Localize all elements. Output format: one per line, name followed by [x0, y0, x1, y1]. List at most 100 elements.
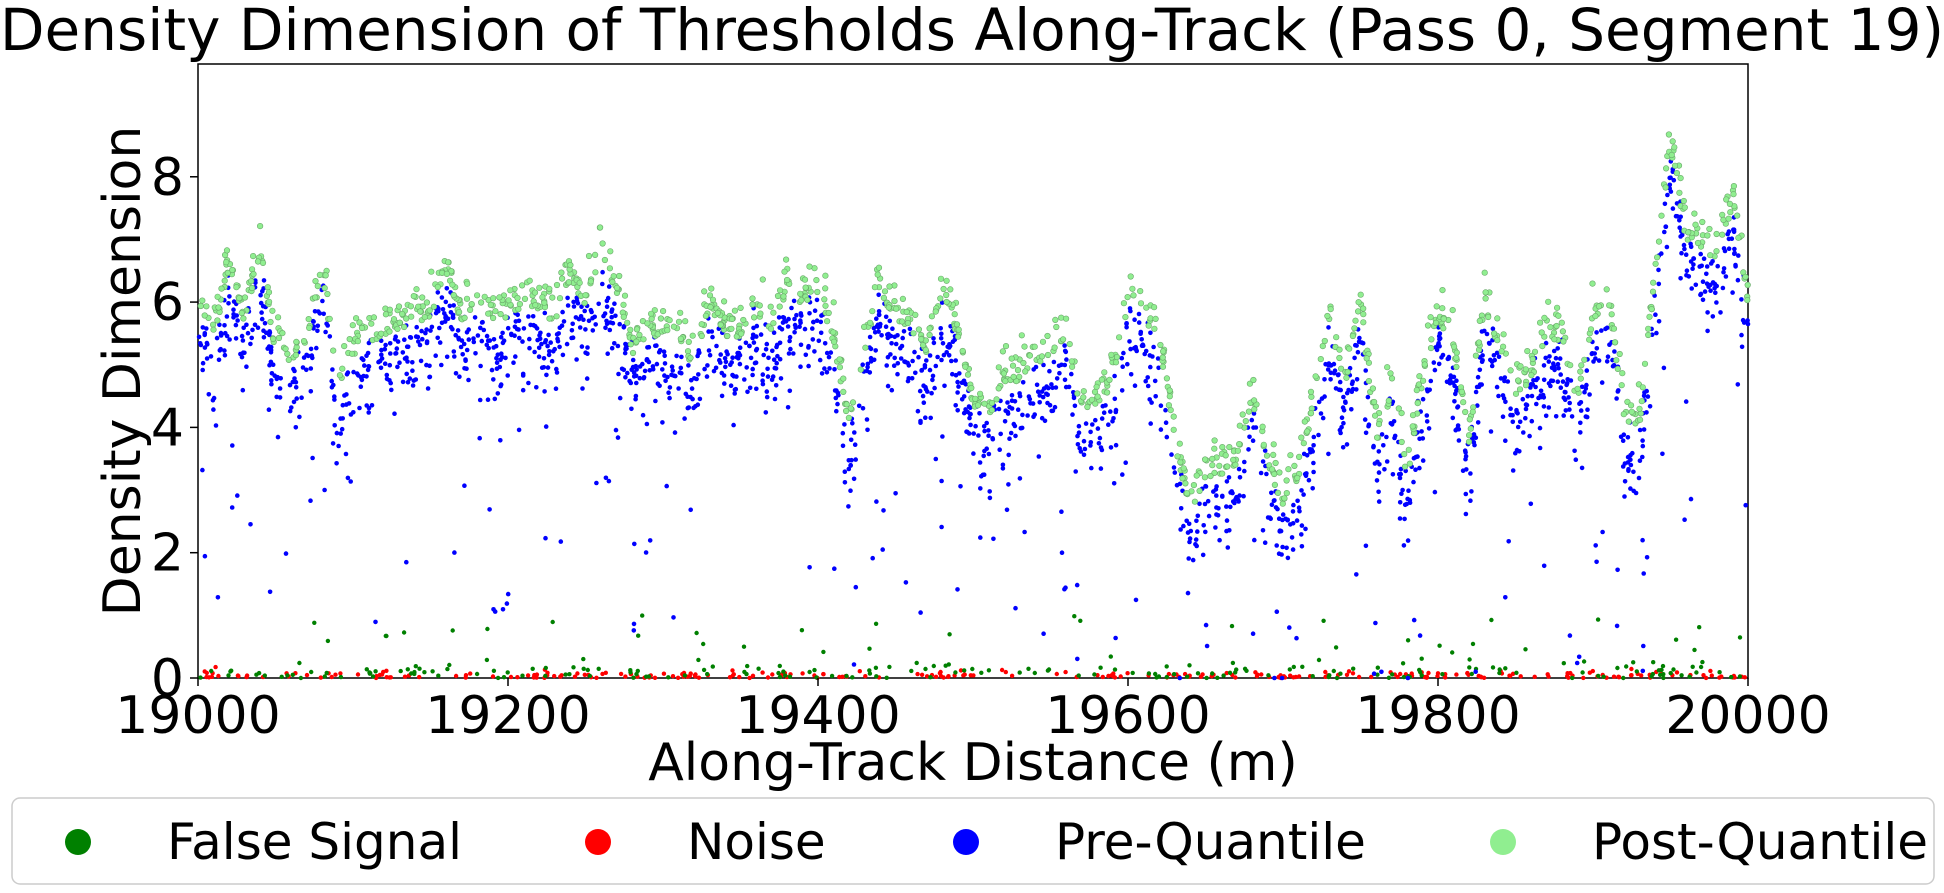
- post-quantile-point: [1080, 394, 1087, 401]
- post-quantile-point: [214, 317, 221, 324]
- pre-quantile-point: [543, 424, 549, 429]
- post-quantile-point: [1234, 447, 1241, 454]
- pre-quantile-point: [842, 480, 848, 485]
- post-quantile-point: [899, 295, 907, 303]
- false-signal-point: [1661, 672, 1666, 677]
- pre-quantile-point: [289, 405, 294, 410]
- pre-quantile-point: [818, 330, 824, 336]
- pre-quantile-point: [1491, 353, 1497, 358]
- pre-quantile-point: [239, 333, 245, 339]
- post-quantile-point: [1307, 410, 1315, 417]
- post-quantile-point: [1453, 354, 1460, 361]
- pre-quantile-point: [966, 404, 972, 409]
- pre-quantile-point: [1224, 528, 1229, 534]
- post-quantile-point: [830, 329, 837, 336]
- pre-quantile-point: [310, 355, 315, 361]
- pre-quantile-point: [1468, 498, 1473, 504]
- pre-quantile-point: [579, 304, 584, 310]
- pre-quantile-point: [1593, 543, 1598, 548]
- pre-quantile-point: [803, 352, 809, 358]
- pre-quantile-point: [491, 607, 496, 612]
- pre-quantile-point: [606, 478, 612, 484]
- false-signal-point: [644, 674, 649, 679]
- pre-quantile-point: [586, 318, 592, 324]
- chart-title: Density Dimension of Thresholds Along-Tr…: [0, 0, 1944, 64]
- post-quantile-point: [1419, 377, 1427, 384]
- pre-quantile-point: [754, 323, 760, 329]
- pre-quantile-point: [1665, 192, 1670, 198]
- pre-quantile-point: [1541, 377, 1547, 383]
- pre-quantile-point: [1034, 382, 1040, 388]
- pre-quantile-point: [400, 350, 406, 355]
- pre-quantile-point: [1682, 517, 1687, 522]
- pre-quantile-point: [1250, 631, 1256, 636]
- legend: False Signal Noise Pre-Quantile Post-Quanti…: [11, 797, 1935, 885]
- post-quantile-point: [556, 295, 564, 302]
- false-signal-point: [405, 667, 410, 672]
- post-quantile-point: [521, 295, 529, 303]
- pre-quantile-point: [478, 325, 483, 331]
- plot-frame: [197, 63, 1749, 679]
- pre-quantile-point: [1357, 335, 1362, 341]
- pre-quantile-point: [584, 376, 590, 381]
- pre-quantile-point: [1398, 466, 1404, 472]
- pre-quantile-point: [1698, 291, 1704, 297]
- post-quantile-point: [1130, 292, 1137, 299]
- pre-quantile-point: [336, 443, 341, 449]
- pre-quantile-point: [918, 420, 923, 426]
- pre-quantile-point: [1233, 496, 1238, 502]
- post-quantile-point: [1409, 423, 1416, 430]
- pre-quantile-point: [662, 361, 668, 366]
- pre-quantile-point: [1503, 438, 1508, 444]
- pre-quantile-point: [581, 317, 586, 323]
- post-quantile-point: [1727, 209, 1734, 216]
- post-quantile-point: [1725, 215, 1732, 222]
- pre-quantile-point: [378, 338, 384, 344]
- pre-quantile-point: [1279, 552, 1284, 557]
- pre-quantile-point: [1678, 214, 1683, 220]
- pre-quantile-point: [631, 628, 637, 633]
- false-signal-point: [1700, 659, 1705, 665]
- pre-quantile-point: [832, 367, 837, 372]
- pre-quantile-point: [1002, 419, 1008, 424]
- false-signal-point: [520, 673, 525, 678]
- pre-quantile-point: [921, 383, 926, 389]
- pre-quantile-point: [466, 337, 472, 342]
- false-signal-point: [485, 626, 490, 632]
- pre-quantile-point: [425, 386, 431, 391]
- post-quantile-point: [677, 309, 684, 316]
- pre-quantile-point: [277, 395, 283, 400]
- pre-quantile-point: [1190, 557, 1196, 563]
- pre-quantile-point: [1127, 339, 1132, 344]
- post-quantile-point: [1465, 438, 1473, 445]
- pre-quantile-point: [1112, 396, 1118, 402]
- pre-quantile-point: [778, 376, 784, 381]
- post-quantile-point: [1174, 453, 1181, 460]
- pre-quantile-point: [1050, 408, 1056, 414]
- post-quantile-point: [507, 287, 514, 294]
- pre-quantile-point: [1371, 443, 1376, 449]
- pre-quantile-point: [876, 329, 881, 334]
- noise-point: [958, 668, 964, 673]
- pre-quantile-point: [1381, 443, 1386, 448]
- pre-quantile-point: [582, 308, 587, 314]
- post-quantile-point: [1281, 495, 1288, 502]
- pre-quantile-point: [1217, 537, 1222, 543]
- post-quantile-point: [1427, 314, 1434, 321]
- noise-point: [915, 671, 920, 677]
- false-signal-point: [829, 673, 835, 679]
- pre-quantile-point: [520, 387, 526, 393]
- noise-point: [670, 674, 676, 679]
- post-quantile-point: [1343, 374, 1350, 381]
- pre-quantile-point: [415, 334, 421, 340]
- pre-quantile-point: [1148, 364, 1153, 370]
- post-quantile-point: [903, 308, 910, 316]
- pre-quantile-point: [1336, 387, 1342, 393]
- false-signal-point: [799, 628, 805, 633]
- pre-quantile-point: [1563, 408, 1569, 413]
- post-quantile-point: [248, 278, 255, 285]
- pre-quantile-point: [340, 402, 346, 408]
- pre-quantile-point: [1338, 430, 1343, 436]
- pre-quantile-point: [1290, 509, 1296, 514]
- pre-quantile-point: [1605, 354, 1611, 360]
